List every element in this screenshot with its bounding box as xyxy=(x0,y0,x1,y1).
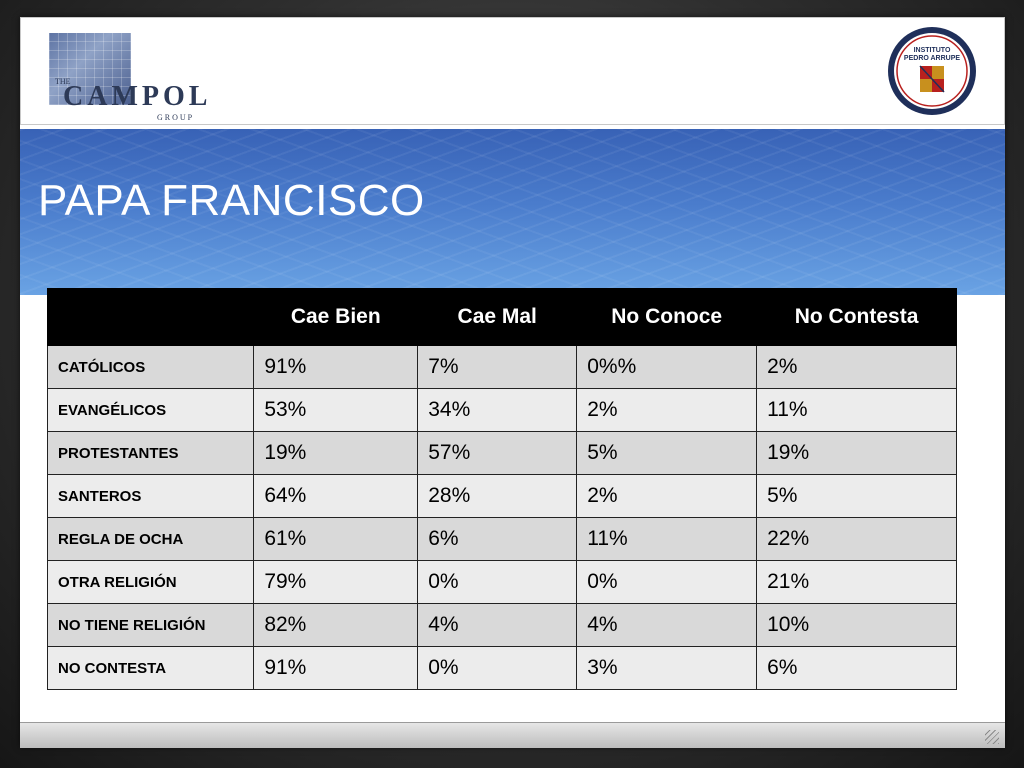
column-header-no-conoce: No Conoce xyxy=(576,288,758,346)
campol-logo-square xyxy=(49,33,131,105)
cell-cae-bien: 61% xyxy=(253,517,419,561)
cell-no-contesta: 22% xyxy=(756,517,957,561)
cell-no-conoce: 2% xyxy=(576,388,758,432)
column-header-cae-bien: Cae Bien xyxy=(253,288,419,346)
cell-cae-mal: 57% xyxy=(417,431,578,475)
cell-cae-bien: 19% xyxy=(253,431,419,475)
cell-cae-bien: 91% xyxy=(253,345,419,389)
cell-no-contesta: 6% xyxy=(756,646,957,690)
cell-cae-bien: 53% xyxy=(253,388,419,432)
row-label: CATÓLICOS xyxy=(46,345,255,389)
cell-cae-bien: 79% xyxy=(253,560,419,604)
row-label: NO TIENE RELIGIÓN xyxy=(46,603,255,647)
header-strip: THE CAMPOL GROUP INSTITUTO PEDRO ARRUPE xyxy=(20,17,1005,125)
cell-cae-bien: 64% xyxy=(253,474,419,518)
cell-cae-mal: 34% xyxy=(417,388,578,432)
cell-cae-bien: 82% xyxy=(253,603,419,647)
cell-no-contesta: 19% xyxy=(756,431,957,475)
table-row: EVANGÉLICOS 53% 34% 2% 11% xyxy=(46,388,957,432)
cell-cae-bien: 91% xyxy=(253,646,419,690)
table-row: SANTEROS 64% 28% 2% 5% xyxy=(46,474,957,518)
column-header-cae-mal: Cae Mal xyxy=(417,288,578,346)
column-header-blank xyxy=(46,288,255,346)
cell-no-conoce: 4% xyxy=(576,603,758,647)
cell-no-conoce: 11% xyxy=(576,517,758,561)
row-label: EVANGÉLICOS xyxy=(46,388,255,432)
table-row: NO TIENE RELIGIÓN 82% 4% 4% 10% xyxy=(46,603,957,647)
pedro-arrupe-seal-logo: INSTITUTO PEDRO ARRUPE xyxy=(888,27,976,115)
cell-no-conoce: 0%% xyxy=(576,345,758,389)
table-row: CATÓLICOS 91% 7% 0%% 2% xyxy=(46,345,957,389)
results-table: Cae Bien Cae Mal No Conoce No Contesta C… xyxy=(46,288,957,690)
seal-line1: INSTITUTO xyxy=(914,47,951,54)
table-row: OTRA RELIGIÓN 79% 0% 0% 21% xyxy=(46,560,957,604)
cell-no-contesta: 10% xyxy=(756,603,957,647)
cell-cae-mal: 4% xyxy=(417,603,578,647)
cell-no-conoce: 0% xyxy=(576,560,758,604)
campol-logo: THE CAMPOL GROUP xyxy=(49,33,219,122)
campol-logo-group: GROUP xyxy=(157,113,195,122)
cell-no-conoce: 5% xyxy=(576,431,758,475)
table-row: PROTESTANTES 19% 57% 5% 19% xyxy=(46,431,957,475)
cell-no-contesta: 11% xyxy=(756,388,957,432)
table-header-row: Cae Bien Cae Mal No Conoce No Contesta xyxy=(46,288,957,346)
cell-cae-mal: 0% xyxy=(417,560,578,604)
cell-no-contesta: 5% xyxy=(756,474,957,518)
row-label: SANTEROS xyxy=(46,474,255,518)
row-label: PROTESTANTES xyxy=(46,431,255,475)
page-title: PAPA FRANCISCO xyxy=(38,176,425,225)
table-row: REGLA DE OCHA 61% 6% 11% 22% xyxy=(46,517,957,561)
cell-cae-mal: 7% xyxy=(417,345,578,389)
table-row: NO CONTESTA 91% 0% 3% 6% xyxy=(46,646,957,690)
row-label: NO CONTESTA xyxy=(46,646,255,690)
column-header-no-contesta: No Contesta xyxy=(756,288,957,346)
cell-cae-mal: 6% xyxy=(417,517,578,561)
row-label: REGLA DE OCHA xyxy=(46,517,255,561)
cell-cae-mal: 28% xyxy=(417,474,578,518)
campol-logo-the: THE xyxy=(55,77,71,86)
row-label: OTRA RELIGIÓN xyxy=(46,560,255,604)
slide-bottom-bar xyxy=(20,722,1005,748)
campol-logo-name: CAMPOL xyxy=(63,81,212,112)
cell-no-contesta: 2% xyxy=(756,345,957,389)
title-band xyxy=(20,129,1005,295)
cell-cae-mal: 0% xyxy=(417,646,578,690)
cell-no-conoce: 3% xyxy=(576,646,758,690)
seal-line2: PEDRO ARRUPE xyxy=(904,55,960,62)
cell-no-conoce: 2% xyxy=(576,474,758,518)
cell-no-contesta: 21% xyxy=(756,560,957,604)
resize-grip-icon[interactable] xyxy=(985,730,999,744)
